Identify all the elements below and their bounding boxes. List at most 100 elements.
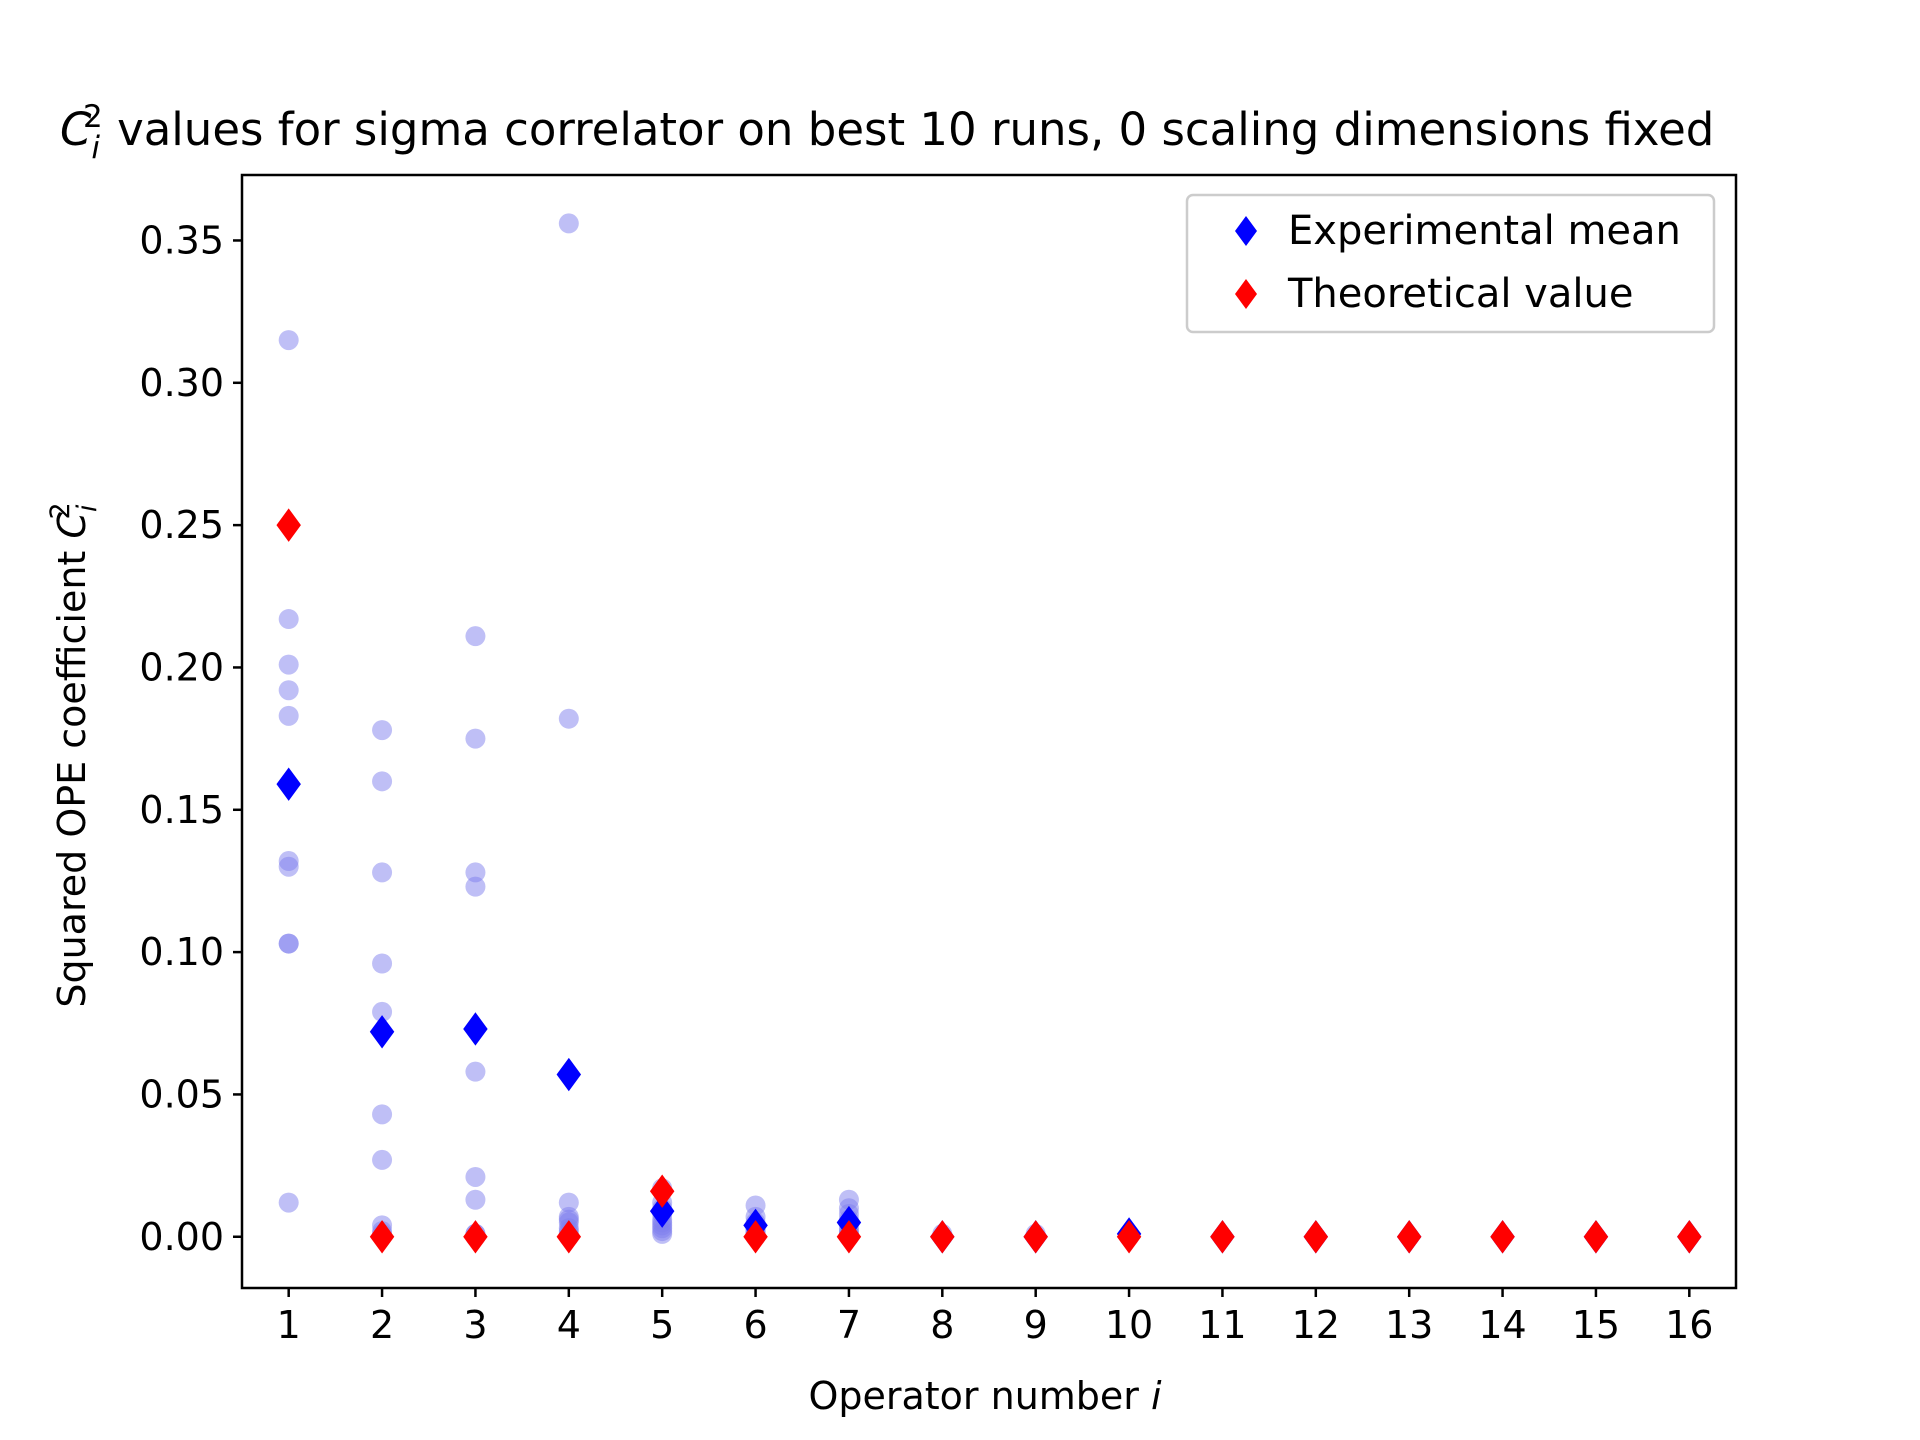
ylabel-sub: i xyxy=(72,504,103,512)
experimental-mean-marker xyxy=(649,1194,675,1228)
experimental-mean-marker xyxy=(369,1015,395,1049)
x-tick-label: 15 xyxy=(1572,1303,1620,1347)
theoretical-value-marker xyxy=(1303,1220,1329,1254)
legend-marker-experimental-mean xyxy=(1235,216,1257,246)
legend-item-theoretical-value: Theoretical value xyxy=(1235,271,1633,317)
ylabel-text: Squared OPE coefficient xyxy=(50,539,94,1008)
run-point xyxy=(465,728,486,749)
theoretical-value-marker xyxy=(743,1220,768,1254)
theoretical-value-marker xyxy=(649,1174,675,1208)
experimental-mean-marker xyxy=(556,1057,582,1092)
x-axis-label: Operator number i xyxy=(808,1374,1162,1418)
x-tick-label: 11 xyxy=(1198,1303,1246,1347)
theoretical-value-marker xyxy=(276,508,301,542)
run-point xyxy=(558,1192,579,1213)
legend-item-experimental-mean: Experimental mean xyxy=(1235,208,1681,254)
title-rest: values for sigma correlator on best 10 r… xyxy=(103,103,1715,156)
theoretical-value-marker xyxy=(836,1220,862,1254)
run-point xyxy=(372,1149,393,1170)
run-point xyxy=(372,1104,393,1125)
x-tick-label: 6 xyxy=(743,1303,767,1347)
run-point xyxy=(465,876,486,897)
x-tick-label: 10 xyxy=(1105,1303,1153,1347)
run-point xyxy=(372,771,393,792)
theoretical-value-marker xyxy=(369,1220,395,1254)
legend-label-theoretical-value: Theoretical value xyxy=(1287,271,1633,317)
experimental-mean-series xyxy=(276,767,1702,1254)
legend-marker-theoretical-value xyxy=(1235,279,1257,309)
plot-frame xyxy=(240,173,1738,1290)
experimental-mean-marker xyxy=(463,1012,488,1046)
x-tick-label: 2 xyxy=(370,1303,394,1347)
run-point xyxy=(558,213,579,234)
theoretical-value-marker xyxy=(1023,1220,1048,1254)
ylabel-var: C xyxy=(50,512,94,539)
x-tick-label: 7 xyxy=(837,1303,861,1347)
run-point xyxy=(652,1223,673,1244)
ylabel-sup: 2 xyxy=(45,502,76,519)
run-point xyxy=(465,1166,486,1187)
y-tick-label: 0.00 xyxy=(139,1215,224,1259)
x-tick-label: 16 xyxy=(1665,1303,1713,1347)
run-point xyxy=(465,1061,486,1082)
title-sub: i xyxy=(91,130,100,166)
run-point xyxy=(465,626,486,647)
svg-text:Operator number i: Operator number i xyxy=(808,1374,1162,1418)
title-var: C xyxy=(60,103,92,156)
x-tick-label: 8 xyxy=(930,1303,954,1347)
theoretical-value-marker xyxy=(1490,1220,1515,1254)
theoretical-value-marker xyxy=(556,1220,582,1254)
legend-box xyxy=(1185,193,1716,334)
y-tick-label: 0.10 xyxy=(139,930,224,974)
theoretical-value-marker xyxy=(1396,1220,1422,1254)
run-point xyxy=(465,1189,486,1210)
y-tick-label: 0.25 xyxy=(139,503,224,547)
xlabel-text: Operator number xyxy=(808,1374,1151,1418)
run-point xyxy=(372,862,393,883)
run-points xyxy=(278,213,1700,1247)
x-tick-label: 5 xyxy=(650,1303,674,1347)
theoretical-value-marker xyxy=(463,1220,488,1254)
x-axis-ticks: 1 2 3 4 5 6 7 8 9 10 11 12 13 14 15 16 xyxy=(277,1288,1713,1347)
run-point xyxy=(278,654,299,675)
run-point xyxy=(278,705,299,726)
svg-text:Squared OPE coefficient Ci2: Squared OPE coefficient Ci2 xyxy=(45,502,103,1007)
run-point xyxy=(558,708,579,729)
title-sup: 2 xyxy=(83,99,103,135)
run-point xyxy=(278,1192,299,1213)
run-point xyxy=(372,953,393,974)
run-point xyxy=(278,330,299,351)
x-tick-label: 4 xyxy=(557,1303,581,1347)
run-point xyxy=(278,933,299,954)
theoretical-value-marker xyxy=(1210,1220,1235,1254)
xlabel-var: i xyxy=(1151,1374,1162,1418)
x-tick-label: 3 xyxy=(463,1303,487,1347)
theoretical-value-marker xyxy=(930,1220,955,1254)
x-tick-label: 13 xyxy=(1385,1303,1433,1347)
run-point xyxy=(372,720,393,741)
run-point xyxy=(372,1001,393,1022)
chart-title: Ci2 values for sigma correlator on best … xyxy=(60,99,1714,166)
legend-label-experimental-mean: Experimental mean xyxy=(1288,208,1681,254)
y-axis-ticks: 0.00 0.05 0.10 0.15 0.20 0.25 0.30 0.35 xyxy=(139,218,242,1259)
legend: Experimental mean Theoretical value xyxy=(1185,193,1716,334)
y-axis-label: Squared OPE coefficient Ci2 xyxy=(45,502,103,1007)
theoretical-value-marker xyxy=(1677,1220,1702,1254)
y-tick-label: 0.15 xyxy=(139,788,224,832)
x-tick-label: 9 xyxy=(1024,1303,1048,1347)
run-point xyxy=(278,680,299,701)
experimental-mean-marker xyxy=(276,767,301,801)
svg-text:Ci2 values for sigma correlato: Ci2 values for sigma correlator on best … xyxy=(60,99,1714,166)
y-tick-label: 0.20 xyxy=(139,645,224,689)
theoretical-value-marker xyxy=(1583,1220,1609,1254)
theoretical-value-series xyxy=(276,508,1702,1254)
y-tick-label: 0.35 xyxy=(139,218,224,262)
run-point xyxy=(465,862,486,883)
theoretical-value-marker xyxy=(1116,1220,1142,1254)
y-tick-label: 0.30 xyxy=(139,361,224,405)
x-tick-label: 12 xyxy=(1292,1303,1340,1347)
x-tick-label: 1 xyxy=(277,1303,301,1347)
run-point xyxy=(278,856,299,877)
y-tick-label: 0.05 xyxy=(139,1072,224,1116)
